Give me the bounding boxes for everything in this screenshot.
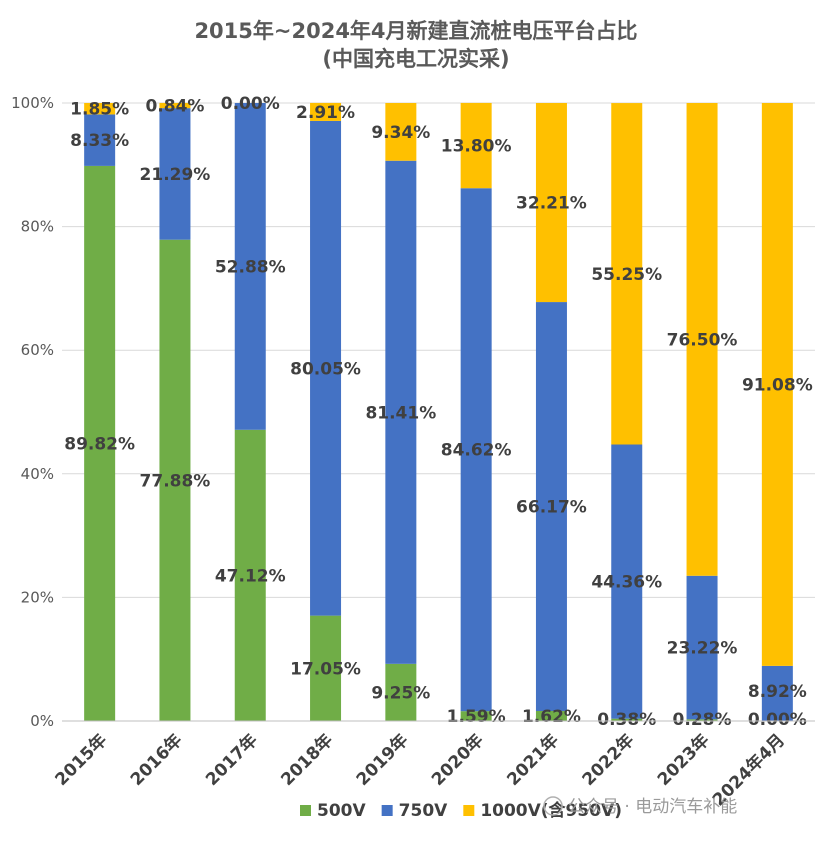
legend-swatch (300, 805, 311, 816)
y-tick-label: 80% (21, 218, 54, 236)
data-label: 23.22% (667, 639, 738, 659)
data-label: 1.62% (522, 707, 581, 727)
bar-segment (84, 103, 116, 115)
data-label: 0.00% (221, 94, 280, 114)
data-label: 80.05% (290, 359, 361, 379)
data-label: 32.21% (516, 194, 587, 214)
x-tick-label: 2015年 (51, 730, 111, 790)
bar-segment (84, 165, 116, 721)
bar-segment (385, 160, 417, 664)
data-label: 1.85% (70, 100, 129, 120)
data-label: 17.05% (290, 659, 361, 679)
y-tick-label: 60% (21, 341, 54, 359)
bar-segment (234, 429, 266, 721)
bar-segment (686, 575, 718, 720)
data-label: 47.12% (215, 566, 286, 586)
watermark-text: 公众号 · 电动汽车补能 (568, 797, 737, 817)
bar-segment (535, 710, 567, 721)
x-tick-label: 2016年 (126, 730, 186, 790)
legend-label: 1000V(含950V) (480, 800, 622, 821)
data-label: 44.36% (591, 573, 662, 593)
data-label: 81.41% (365, 403, 436, 423)
y-tick-label: 0% (30, 712, 54, 730)
y-tick-label: 100% (11, 94, 54, 112)
data-label: 89.82% (64, 434, 135, 454)
legend-label: 750V (399, 801, 448, 821)
chart-title: 2015年~2024年4月新建直流桩电压平台占比 (194, 19, 637, 43)
data-label: 21.29% (140, 165, 211, 185)
bar-segment (310, 102, 342, 121)
data-label: 2.91% (296, 103, 355, 123)
legend-swatch (381, 805, 393, 816)
bar-segment (159, 239, 191, 721)
y-axis: 0% 20% 40% 60% 80% 100% (11, 94, 54, 730)
y-tick-label: 40% (21, 465, 54, 483)
bar-segment (159, 108, 191, 240)
bar-segment (460, 188, 492, 712)
bar-segment (611, 718, 643, 721)
x-tick-label: 2023年 (653, 730, 713, 790)
bar-segment (84, 114, 116, 166)
bar-segment (761, 103, 793, 666)
chart-subtitle: (中国充电工况实采) (322, 47, 509, 71)
data-label: 77.88% (140, 471, 211, 491)
bar-segment (611, 444, 643, 719)
data-label: 13.80% (441, 137, 512, 157)
data-label: 9.34% (371, 123, 430, 143)
bar-segment (686, 719, 718, 721)
legend-swatch (463, 805, 475, 816)
legend-label: 500V (317, 801, 366, 821)
data-label: 8.33% (70, 131, 129, 151)
data-label: 0.00% (748, 710, 807, 730)
bar-segment (310, 615, 342, 721)
data-label: 1.59% (447, 707, 506, 727)
data-label: 0.28% (673, 710, 732, 730)
data-label: 0.38% (597, 710, 656, 730)
bar-segment (460, 711, 492, 721)
x-tick-label: 2022年 (578, 730, 638, 790)
data-labels: 89.82% 8.33% 1.85% 77.88% 21.29% 0.84% 47.12% 5… (64, 94, 813, 730)
bar-segment (385, 103, 417, 161)
data-label: 76.50% (667, 330, 738, 350)
legend: 500V 750V 1000V(含950V) (300, 800, 622, 821)
data-label: 55.25% (591, 265, 662, 285)
bar-segment (535, 302, 567, 711)
bar-segment (686, 103, 718, 576)
data-label: 9.25% (371, 683, 430, 703)
bar-segment (159, 102, 191, 109)
x-tick-label: 2019年 (352, 730, 412, 790)
bar-segment (535, 103, 567, 303)
watermark: 公众号 · 电动汽车补能 (543, 796, 737, 817)
x-tick-label: 2020年 (427, 730, 487, 790)
x-tick-label: 2017年 (201, 730, 261, 790)
data-label: 52.88% (215, 257, 286, 277)
x-tick-label: 2018年 (277, 730, 337, 790)
bar-segment (611, 103, 643, 445)
x-tick-label: 2021年 (503, 730, 563, 790)
y-tick-label: 20% (21, 588, 54, 606)
bar-segment (460, 102, 492, 189)
bar-segment (310, 120, 342, 616)
data-label: 91.08% (742, 375, 813, 395)
bar-segment (234, 103, 266, 430)
bar-segment (385, 663, 417, 721)
data-label: 0.84% (145, 97, 204, 117)
bar-segment (761, 665, 793, 721)
wechat-icon (543, 796, 563, 816)
data-label: 8.92% (748, 682, 807, 702)
data-label: 66.17% (516, 498, 587, 518)
data-label: 84.62% (441, 441, 512, 461)
bars (84, 102, 793, 721)
